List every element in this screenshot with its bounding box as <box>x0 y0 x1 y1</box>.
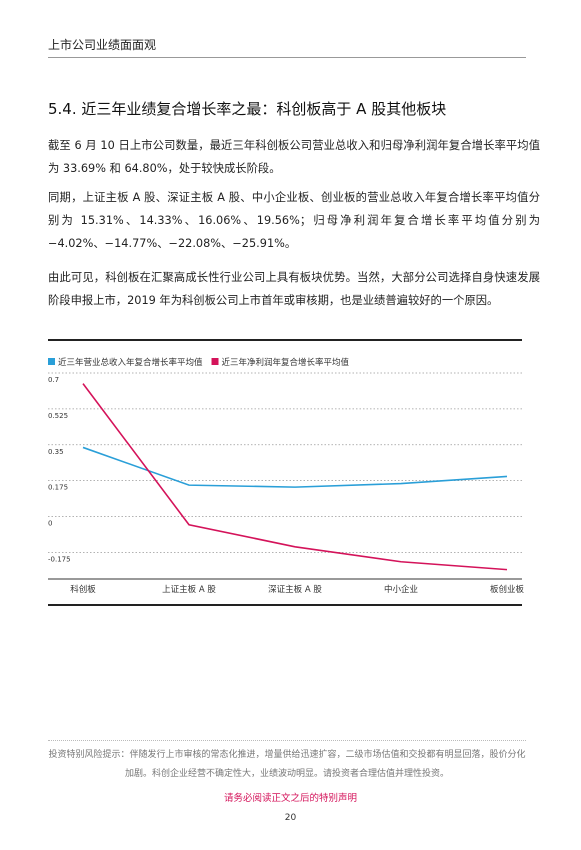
x-tick-label: 深证主板 A 股 <box>268 584 322 595</box>
legend-swatch <box>211 358 219 365</box>
x-tick-label: 上证主板 A 股 <box>162 584 216 595</box>
header-title: 上市公司业绩面面观 <box>48 38 157 52</box>
y-tick-label: 0 <box>48 520 52 528</box>
chart: 近三年营业总收入年复合增长率平均值 近三年净利润年复合增长率平均值 0.7 0.525… <box>48 339 525 606</box>
risk-note: 投资特别风险提示：伴随发行上市审核的常态化推进，增量供给迅速扩容，二级市场估值和… <box>48 750 526 779</box>
paragraph: 截至 6 月 10 日上市公司数量，最近三年科创板公司营业总收入和归母净利润年复… <box>48 139 540 175</box>
y-tick-label: -0.175 <box>48 555 71 563</box>
footer-rule <box>48 740 526 741</box>
notice: 请务必阅读正文之后的特别声明 <box>223 793 357 804</box>
page-number: 20 <box>284 813 297 823</box>
y-tick-label: 0.525 <box>48 412 68 420</box>
header-rule <box>48 57 526 58</box>
paragraph: 由此可见，科创板在汇聚高成长性行业公司上具有板块优势。当然，大部分公司选择自身快… <box>48 271 540 307</box>
legend-label: 近三年净利润年复合增长率平均值 <box>222 357 350 368</box>
x-tick-label: 科创板 <box>70 584 96 595</box>
y-tick-label: 0.35 <box>48 448 64 456</box>
legend-label: 近三年营业总收入年复合增长率平均值 <box>58 357 203 368</box>
y-tick-label: 0.175 <box>48 484 68 492</box>
x-tick-label: 中小企业 <box>384 584 418 595</box>
section-title: 5.4. 近三年业绩复合增长率之最：科创板高于 A 股其他板块 <box>48 100 447 118</box>
x-tick-label: 板创业板 <box>490 584 525 595</box>
y-tick-label: 0.7 <box>48 376 59 384</box>
paragraph: 同期，上证主板 A 股、深证主板 A 股、中小企业板、创业板的营业总收入年复合增… <box>48 191 540 250</box>
series-line <box>82 383 508 571</box>
series-line <box>82 446 508 488</box>
legend-swatch <box>48 358 55 365</box>
